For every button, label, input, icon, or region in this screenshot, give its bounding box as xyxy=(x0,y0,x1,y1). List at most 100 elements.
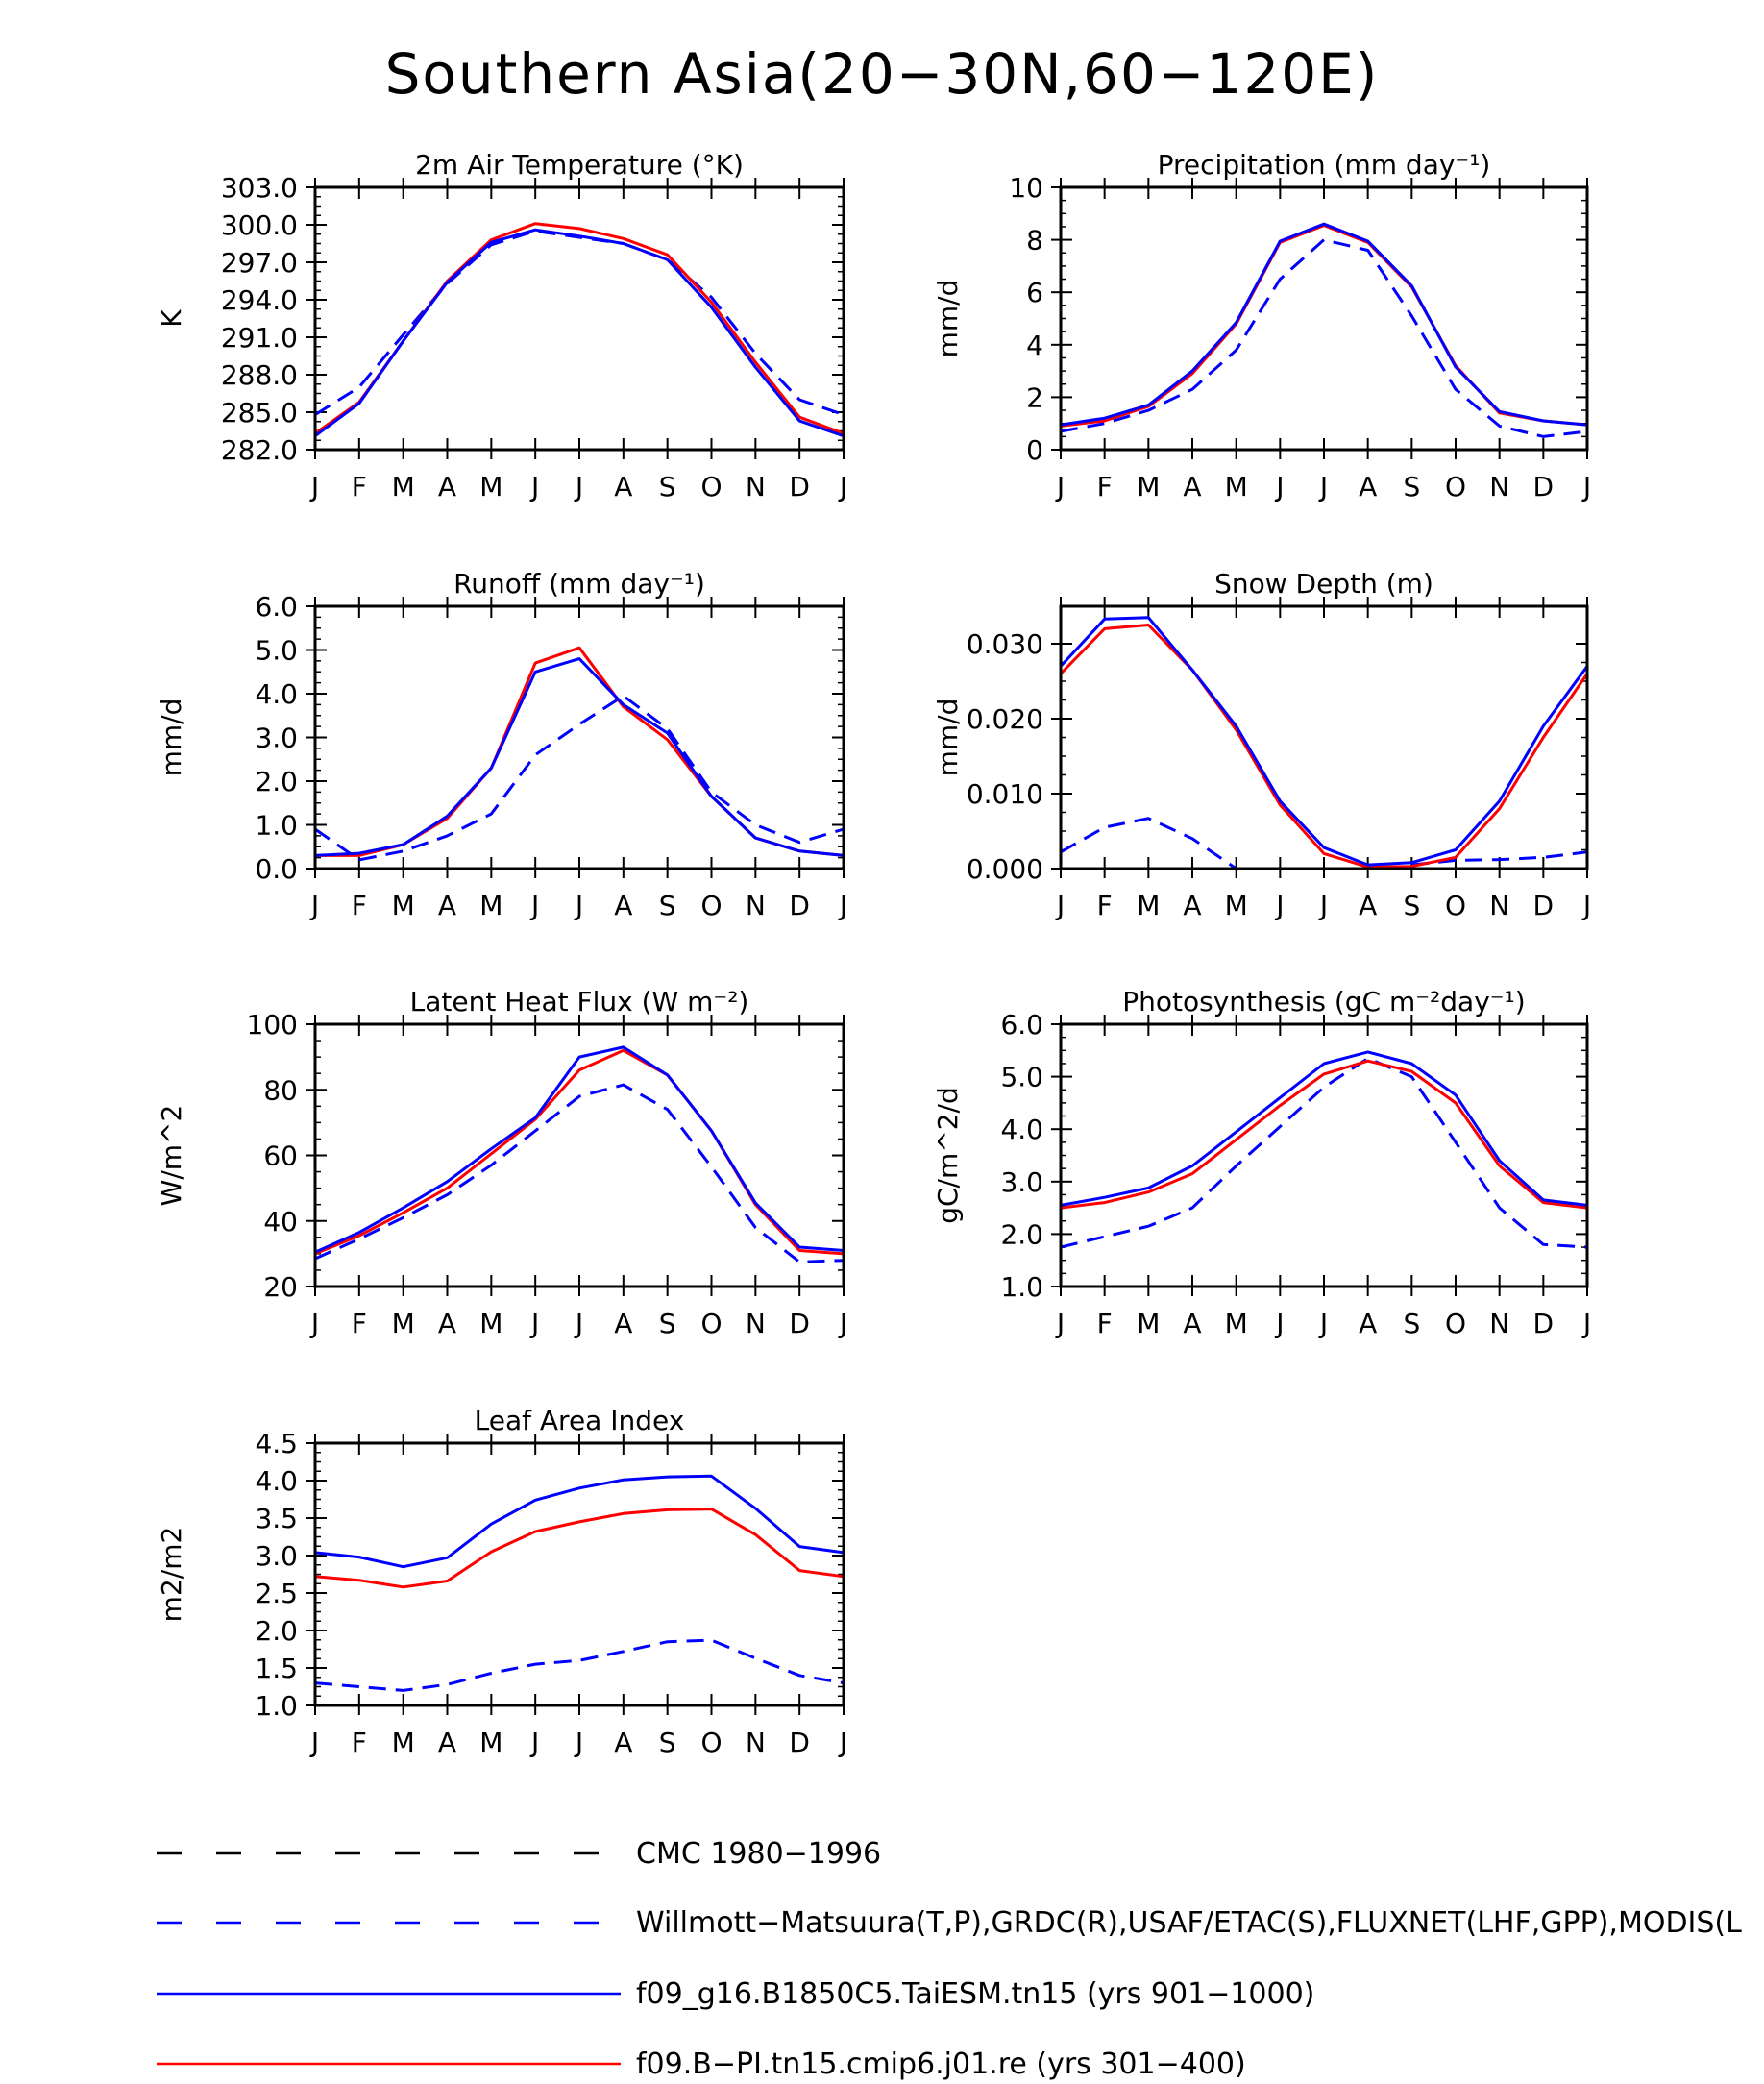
y-tick-label: 100 xyxy=(247,1009,298,1041)
figure-title: Southern Asia(20−30N,60−120E) xyxy=(385,41,1380,107)
x-tick-label: N xyxy=(746,890,766,921)
x-tick-label: A xyxy=(1183,1308,1201,1339)
y-tick-label: 6.0 xyxy=(1000,1009,1043,1041)
x-tick-label: M xyxy=(1137,1308,1160,1339)
panel-title: Leaf Area Index xyxy=(475,1405,685,1436)
series-line-taiesm xyxy=(314,228,845,438)
y-tick-label: 1.5 xyxy=(255,1653,298,1684)
x-tick-label: A xyxy=(1183,471,1201,503)
x-tick-label: O xyxy=(1445,1308,1466,1339)
y-tick-label: 4.5 xyxy=(255,1428,298,1459)
panel-title: Runoff (mm day⁻¹) xyxy=(453,568,705,600)
x-tick-label: M xyxy=(392,1727,415,1758)
x-tick-label: N xyxy=(1489,1308,1509,1339)
chart-panels: 2m Air Temperature (°K)K282.0285.0288.02… xyxy=(156,149,1591,1758)
y-tick-label: 0.0 xyxy=(255,853,298,885)
chart-panel-3: Runoff (mm day⁻¹) mm/d 0.0 1.0 2.0 3.0 4.0 5.0 6… xyxy=(156,568,847,921)
x-tick-label: F xyxy=(1097,471,1113,503)
y-tick-label: 80 xyxy=(263,1074,298,1106)
y-tick-label: 0.010 xyxy=(967,778,1043,810)
y-tick-label: 1.0 xyxy=(1000,1271,1043,1303)
series-line-cmip6 xyxy=(1060,1059,1588,1210)
x-tick-label: J xyxy=(529,890,539,921)
x-tick-label: J xyxy=(1318,890,1328,921)
y-tick-label: 0.000 xyxy=(967,853,1043,885)
x-tick-label: A xyxy=(438,471,456,503)
chart-panel-1: 2m Air Temperature (°K) K 282.0 285.0 288.0 2… xyxy=(156,149,847,503)
y-tick-label: 0.020 xyxy=(967,703,1043,735)
y-tick-label: 3.5 xyxy=(255,1503,298,1534)
x-tick-label: N xyxy=(746,1308,766,1339)
x-tick-label: D xyxy=(1533,1308,1555,1339)
x-tick-label: J xyxy=(1055,1308,1065,1339)
x-tick-label: M xyxy=(479,1727,502,1758)
x-tick-label: J xyxy=(1581,890,1591,921)
series-line-taiesm xyxy=(1060,1050,1588,1207)
legend-label-taiesm: f09_g16.B1850C5.TaiESM.tn15 (yrs 901−100… xyxy=(636,1977,1314,2011)
x-tick-label: J xyxy=(1581,1308,1591,1339)
y-tick-label: 300.0 xyxy=(221,209,298,241)
legend: CMC 1980−1996 Willmott−Matsuura(T,P),GRDC… xyxy=(157,1837,1742,2081)
y-tick-label: 285.0 xyxy=(221,397,298,429)
plot-frame xyxy=(1059,1022,1589,1288)
y-tick-label: 1.0 xyxy=(255,810,298,842)
x-tick-label: M xyxy=(1225,471,1248,503)
x-tick-label: A xyxy=(614,1308,632,1339)
y-tick-label: 5.0 xyxy=(1000,1062,1043,1093)
x-tick-label: J xyxy=(529,1308,539,1339)
x-tick-label: A xyxy=(438,890,456,921)
x-tick-label: O xyxy=(700,890,722,921)
y-axis-label: mm/d xyxy=(932,280,964,358)
series-line-obs xyxy=(1060,817,1588,870)
x-tick-label: J xyxy=(838,890,847,921)
series-line-obs xyxy=(314,1638,845,1692)
x-tick-label: M xyxy=(392,471,415,503)
series-line-obs xyxy=(314,694,845,862)
x-tick-label: O xyxy=(1445,890,1466,921)
x-tick-label: J xyxy=(1274,890,1284,921)
x-tick-label: F xyxy=(352,471,367,503)
y-tick-label: 2 xyxy=(1026,381,1043,413)
x-tick-label: F xyxy=(352,1727,367,1758)
plot-frame xyxy=(313,604,845,870)
x-tick-label: A xyxy=(614,890,632,921)
panel-title: 2m Air Temperature (°K) xyxy=(415,149,744,181)
x-tick-label: O xyxy=(700,1727,722,1758)
x-tick-label: A xyxy=(1359,890,1377,921)
x-tick-label: A xyxy=(614,1727,632,1758)
y-tick-label: 6 xyxy=(1026,277,1043,308)
y-tick-label: 3.0 xyxy=(255,723,298,754)
x-tick-label: D xyxy=(1533,471,1555,503)
x-tick-label: J xyxy=(309,1727,319,1758)
series-line-taiesm xyxy=(1060,222,1588,427)
x-tick-label: M xyxy=(479,471,502,503)
y-axis-label: gC/m^2/d xyxy=(932,1087,964,1224)
x-tick-label: D xyxy=(789,1308,810,1339)
x-tick-label: J xyxy=(1274,1308,1284,1339)
panel-title: Latent Heat Flux (W m⁻²) xyxy=(410,986,749,1017)
legend-label-obs: Willmott−Matsuura(T,P),GRDC(R),USAF/ETAC… xyxy=(636,1906,1742,1940)
x-tick-label: S xyxy=(659,1308,676,1339)
x-tick-label: M xyxy=(392,1308,415,1339)
x-tick-label: J xyxy=(838,471,847,503)
y-tick-label: 4.0 xyxy=(255,1465,298,1497)
y-tick-label: 282.0 xyxy=(221,434,298,466)
y-tick-label: 294.0 xyxy=(221,284,298,316)
x-tick-label: M xyxy=(479,1308,502,1339)
x-tick-label: O xyxy=(1445,471,1466,503)
plot-frame xyxy=(313,185,845,452)
x-tick-label: S xyxy=(659,471,676,503)
series-line-taiesm xyxy=(314,1045,845,1254)
x-tick-label: J xyxy=(309,890,319,921)
series-line-taiesm xyxy=(1059,616,1589,867)
x-tick-label: A xyxy=(438,1308,456,1339)
y-tick-label: 297.0 xyxy=(221,247,298,279)
x-tick-label: J xyxy=(1274,471,1284,503)
panel-title: Precipitation (mm day⁻¹) xyxy=(1158,149,1491,181)
x-tick-label: F xyxy=(1097,1308,1113,1339)
x-tick-label: A xyxy=(614,471,632,503)
panel-title: Snow Depth (m) xyxy=(1214,568,1433,600)
chart-panel-7: Leaf Area Index m2/m2 1.0 1.5 2.0 2.5 3.0 3.5 4.… xyxy=(156,1405,847,1758)
y-axis-label: K xyxy=(156,309,187,328)
series-line-taiesm xyxy=(314,657,845,857)
